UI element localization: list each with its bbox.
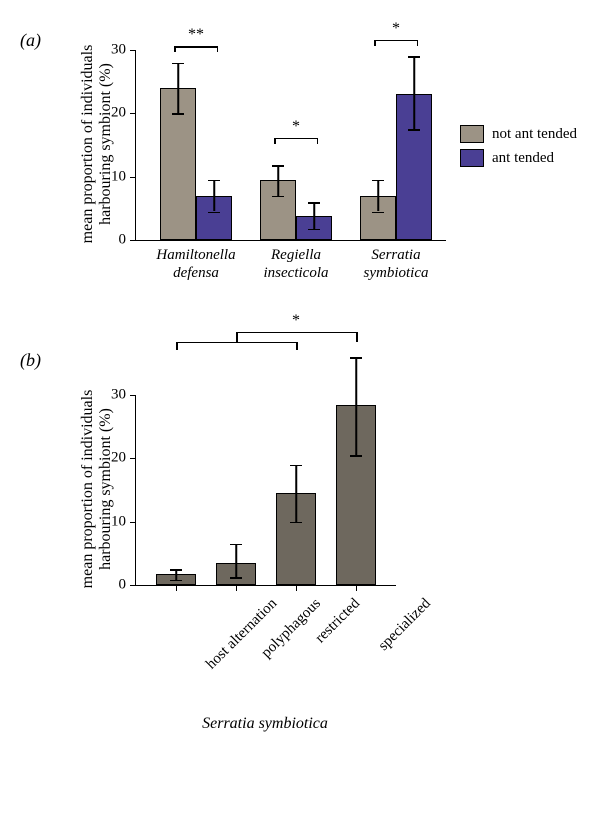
ytick-label: 20 <box>111 105 126 122</box>
xtick <box>356 585 357 591</box>
x-category-label: Regiellainsecticola <box>264 246 329 282</box>
errorbar <box>313 202 315 229</box>
legend: not ant tended ant tended <box>460 125 577 173</box>
errorbar <box>213 180 215 212</box>
sig-label: * <box>292 312 300 330</box>
ytick-label: 10 <box>111 168 126 185</box>
errorbar <box>277 165 279 195</box>
errorbar-cap <box>208 180 220 182</box>
errorbar <box>175 569 177 580</box>
ytick <box>130 113 136 114</box>
ytick-label: 30 <box>111 387 126 404</box>
sig-bracket-tick <box>217 46 219 52</box>
panel-b-ylabel-1: mean proportion of individuals <box>79 359 97 619</box>
errorbar-cap <box>350 357 362 359</box>
errorbar-cap <box>308 202 320 204</box>
panel-b-xtitle: Serratia symbiotica <box>202 715 328 733</box>
sig-label: * <box>392 20 400 38</box>
panel-b-plot: 0102030host alternationpolyphagousrestri… <box>135 395 396 586</box>
errorbar-cap <box>290 465 302 467</box>
ytick <box>130 240 136 241</box>
panel-a-ylabel-1: mean proportion of individuals <box>79 14 97 274</box>
panel-b-label: (b) <box>20 350 41 371</box>
errorbar <box>355 357 357 455</box>
x-category-label: Serratiasymbiotica <box>364 246 429 282</box>
errorbar-cap <box>272 196 284 198</box>
panel-a-label: (a) <box>20 30 41 51</box>
errorbar-cap <box>230 544 242 546</box>
ytick <box>130 522 136 523</box>
panel-a: (a) mean proportion of individuals harbo… <box>20 20 592 300</box>
errorbar-cap <box>230 577 242 579</box>
panel-b: (b) mean proportion of individuals harbo… <box>20 340 592 760</box>
errorbar-cap <box>170 580 182 582</box>
errorbar <box>377 180 379 212</box>
ytick-label: 30 <box>111 42 126 59</box>
xtick <box>176 585 177 591</box>
ytick-label: 0 <box>119 232 127 249</box>
sig-bracket-tick <box>417 40 419 46</box>
sig-bracket <box>174 46 218 48</box>
sig-bracket-tick <box>236 332 238 342</box>
sig-bracket <box>374 40 418 42</box>
ytick <box>130 585 136 586</box>
ytick-label: 10 <box>111 513 126 530</box>
ytick <box>130 395 136 396</box>
sig-label: ** <box>188 26 204 44</box>
ytick <box>130 50 136 51</box>
errorbar-cap <box>170 569 182 571</box>
sig-bracket-tick <box>176 342 178 350</box>
ytick-label: 20 <box>111 450 126 467</box>
errorbar-cap <box>372 180 384 182</box>
xtick <box>236 585 237 591</box>
errorbar <box>413 56 415 129</box>
sig-bracket-tick <box>174 46 176 52</box>
errorbar <box>295 465 297 522</box>
errorbar-cap <box>350 455 362 457</box>
errorbar <box>235 544 237 578</box>
sig-bracket <box>236 332 356 334</box>
legend-swatch <box>460 149 484 167</box>
ytick <box>130 458 136 459</box>
legend-item: ant tended <box>460 149 577 167</box>
sig-bracket-tick <box>356 332 358 342</box>
x-category-label: host alternation <box>203 595 281 673</box>
ytick <box>130 177 136 178</box>
errorbar-cap <box>208 212 220 214</box>
sig-bracket-tick <box>296 342 298 350</box>
errorbar <box>177 63 179 114</box>
ytick-label: 0 <box>119 577 127 594</box>
x-category-label: specialized <box>376 595 435 654</box>
errorbar-cap <box>308 229 320 231</box>
legend-label: not ant tended <box>492 126 577 143</box>
panel-a-plot: 0102030Hamiltonelladefensa**Regiellainse… <box>135 50 446 241</box>
sig-bracket-tick <box>317 138 319 144</box>
sig-bracket <box>274 138 318 140</box>
errorbar-cap <box>172 113 184 115</box>
legend-label: ant tended <box>492 150 554 167</box>
x-category-label: Hamiltonelladefensa <box>156 246 235 282</box>
legend-swatch <box>460 125 484 143</box>
sig-bracket <box>176 342 296 344</box>
sig-label: * <box>292 118 300 136</box>
sig-bracket-tick <box>374 40 376 46</box>
xtick <box>296 585 297 591</box>
errorbar-cap <box>408 56 420 58</box>
sig-bracket-tick <box>274 138 276 144</box>
legend-item: not ant tended <box>460 125 577 143</box>
errorbar-cap <box>408 129 420 131</box>
errorbar-cap <box>172 63 184 65</box>
errorbar-cap <box>290 522 302 524</box>
errorbar-cap <box>372 212 384 214</box>
errorbar-cap <box>272 165 284 167</box>
